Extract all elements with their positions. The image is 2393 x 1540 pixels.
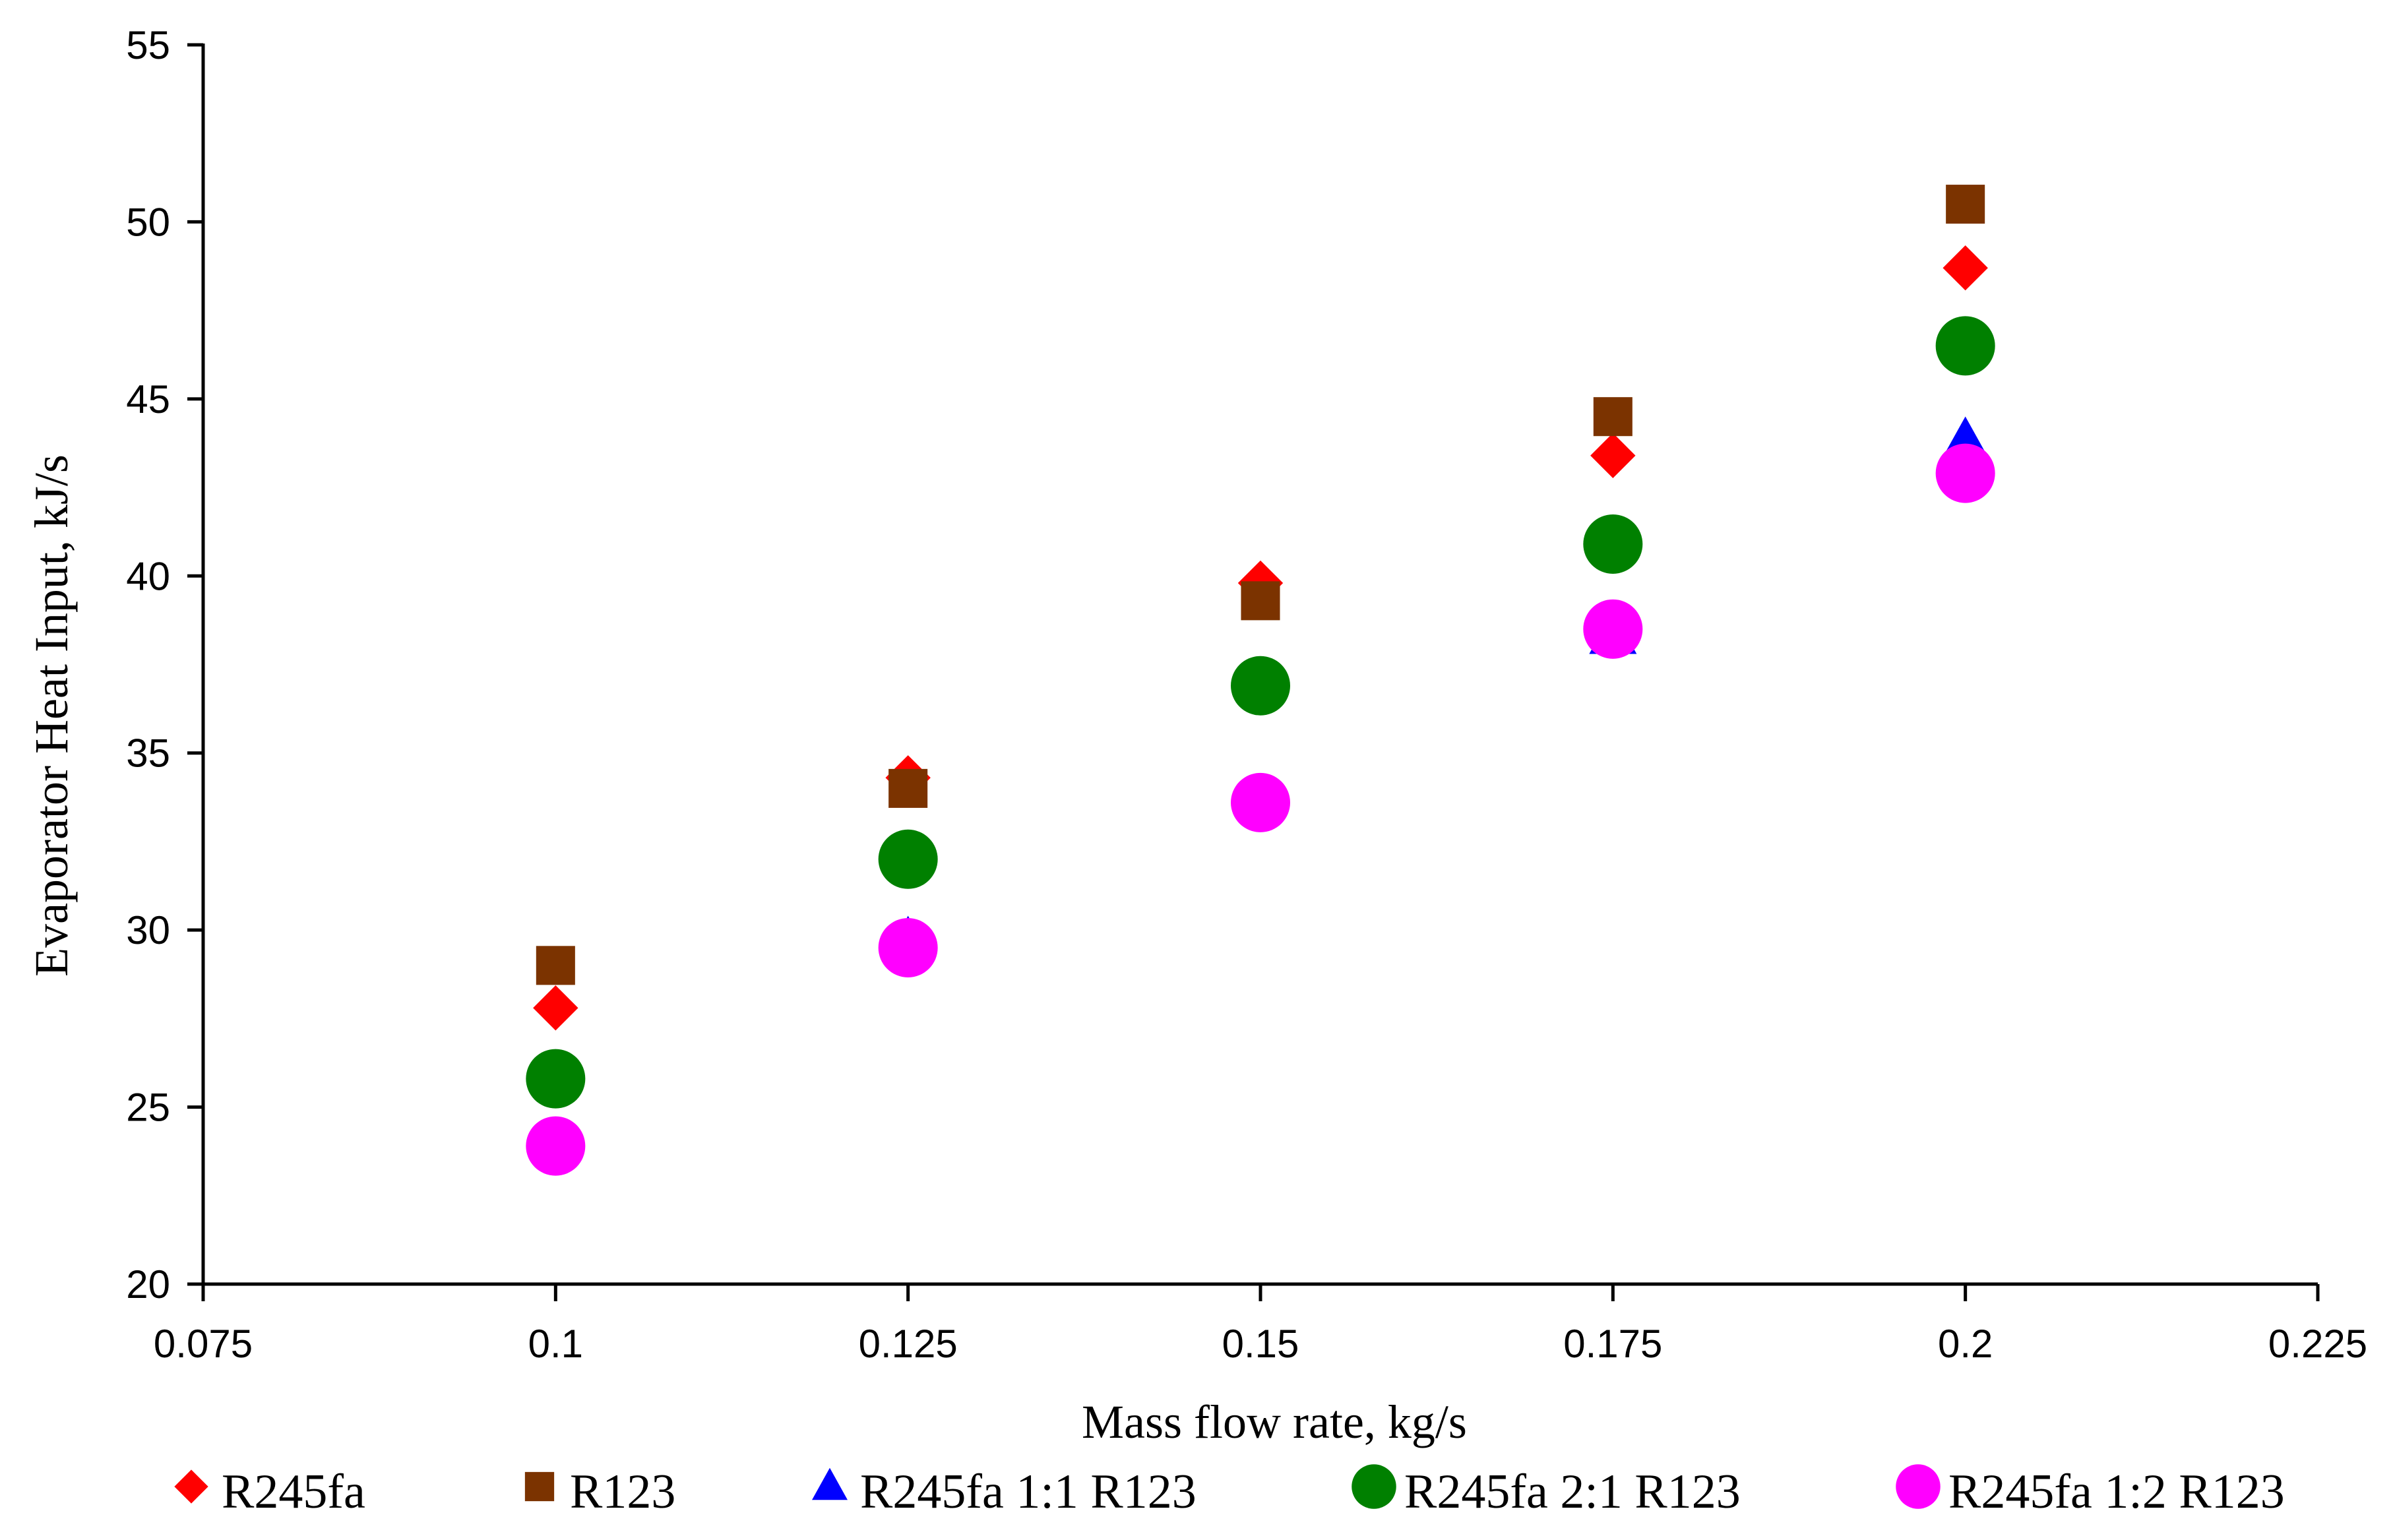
legend-item-r245fa-1-1-r123: R245fa 1:1 R123 (812, 1465, 1196, 1519)
series-r245fa-2-1-r123 (526, 316, 1995, 1109)
data-point-r245fa-2-1-r123 (1231, 656, 1290, 716)
legend-item-r245fa-2-1-r123: R245fa 2:1 R123 (1352, 1464, 1741, 1519)
data-point-r245fa-1-2-r123 (1231, 772, 1290, 832)
y-tick-label: 25 (126, 1086, 170, 1130)
x-tick-label: 0.15 (1222, 1322, 1299, 1366)
legend-marker-r245fa-1-1-r123 (812, 1467, 848, 1500)
data-point-r245fa-1-2-r123 (878, 917, 938, 977)
data-point-r245fa-1-2-r123 (1935, 443, 1995, 503)
y-tick-label: 30 (126, 908, 170, 952)
data-point-r123 (1241, 581, 1280, 621)
data-point-r245fa (1590, 433, 1636, 478)
y-tick-label: 40 (126, 554, 170, 598)
data-point-r123 (536, 946, 575, 985)
y-tick-label: 20 (126, 1262, 170, 1307)
data-point-r123 (1946, 185, 1985, 224)
y-tick-label: 55 (126, 23, 170, 67)
legend-item-r123: R123 (524, 1465, 675, 1519)
x-axis-label: Mass flow rate, kg/s (1082, 1396, 1467, 1448)
x-tick-label: 0.225 (2268, 1322, 2367, 1366)
legend-label-r123: R123 (570, 1465, 675, 1519)
x-axis-ticks: 0.075 0.1 0.125 0.15 0.175 0.2 0.225 (154, 1284, 2367, 1366)
x-tick-label: 0.1 (528, 1322, 583, 1366)
data-point-r245fa-2-1-r123 (526, 1049, 586, 1109)
y-tick-label: 45 (126, 377, 170, 421)
y-axis-label: Evaporator Heat Input, kJ/s (25, 454, 78, 977)
legend-marker-r245fa-2-1-r123 (1352, 1464, 1396, 1509)
data-point-r123 (888, 768, 928, 808)
legend: R245fa R123 R245fa 1:1 R123 R245fa 2:1 R123… (174, 1464, 2285, 1519)
legend-item-r245fa-1-2-r123: R245fa 1:2 R123 (1896, 1464, 2285, 1519)
data-point-r245fa-2-1-r123 (1583, 514, 1643, 574)
series-r245fa (533, 245, 1988, 1031)
data-point-r245fa-2-1-r123 (878, 829, 938, 889)
y-tick-label: 50 (126, 200, 170, 244)
x-tick-label: 0.2 (1938, 1322, 1993, 1366)
series-r245fa-1-2-r123 (526, 443, 1995, 1176)
series-r123 (536, 185, 1985, 985)
data-point-r245fa-1-2-r123 (1583, 599, 1643, 659)
legend-marker-r245fa (174, 1469, 208, 1504)
data-point-r245fa (1942, 245, 1988, 291)
legend-marker-r123 (524, 1471, 555, 1502)
x-tick-label: 0.125 (859, 1322, 958, 1366)
legend-label-r245fa-1-2-r123: R245fa 1:2 R123 (1948, 1465, 2285, 1519)
legend-label-r245fa-2-1-r123: R245fa 2:1 R123 (1404, 1465, 1741, 1519)
data-point-r245fa-1-2-r123 (526, 1116, 586, 1176)
data-point-r245fa-2-1-r123 (1935, 316, 1995, 376)
y-tick-label: 35 (126, 731, 170, 776)
legend-label-r245fa-1-1-r123: R245fa 1:1 R123 (860, 1465, 1196, 1519)
x-tick-label: 0.175 (1563, 1322, 1662, 1366)
legend-marker-r245fa-1-2-r123 (1896, 1464, 1941, 1509)
legend-item-r245fa: R245fa (174, 1465, 365, 1519)
data-points (526, 185, 1995, 1176)
legend-label-r245fa: R245fa (222, 1465, 365, 1519)
x-tick-label: 0.075 (154, 1322, 253, 1366)
data-point-r245fa (533, 985, 578, 1031)
y-axis-ticks: 20 25 30 35 40 45 50 55 (126, 23, 203, 1307)
data-point-r123 (1593, 397, 1632, 437)
